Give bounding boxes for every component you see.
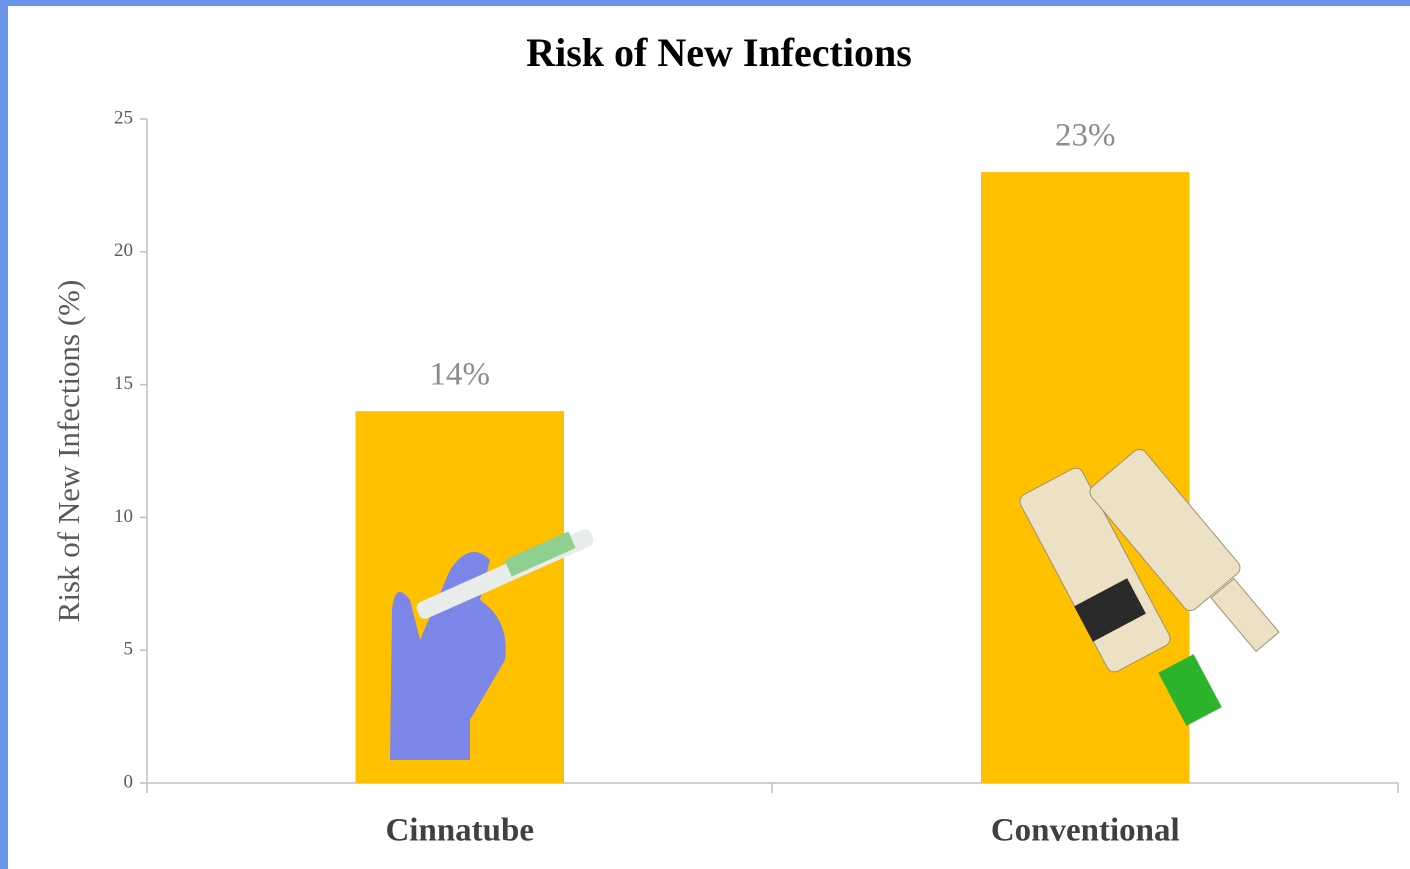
y-tick-label: 15	[114, 373, 133, 394]
x-tick-label: Conventional	[991, 813, 1180, 849]
chart-title: Risk of New Infections	[526, 30, 912, 75]
value-label: 23%	[1055, 118, 1116, 154]
y-tick-label: 5	[124, 639, 134, 660]
y-tick-label: 25	[114, 107, 133, 128]
x-tick-label: Cinnatube	[385, 813, 534, 849]
glove-syringe-illustration	[390, 529, 594, 760]
y-axis-label: Risk of New Infections (%)	[51, 280, 86, 623]
y-tick-label: 0	[124, 771, 134, 792]
y-tick-label: 10	[114, 506, 133, 527]
value-label: 14%	[430, 357, 491, 393]
chart-background	[8, 6, 1410, 869]
y-tick-label: 20	[114, 240, 133, 261]
syringes-illustration	[1019, 448, 1280, 726]
